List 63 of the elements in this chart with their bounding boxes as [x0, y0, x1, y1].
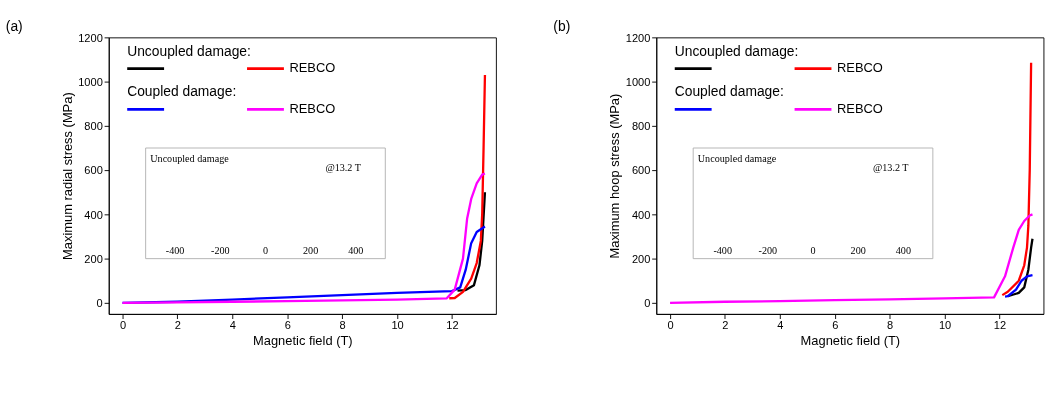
x-tick-label: 8: [887, 319, 894, 332]
y-tick-label: 0: [644, 297, 651, 310]
y-tick-label: 600: [631, 164, 651, 177]
line-series: [1006, 237, 1034, 298]
x-tick-label: 0: [119, 319, 127, 332]
y-tick-label: 200: [84, 252, 103, 265]
y-tick-label: 400: [84, 208, 103, 221]
annotation: 0: [262, 245, 269, 257]
annotation: -200: [211, 245, 230, 257]
x-tick-label: 12: [446, 319, 459, 332]
y-tick-label: 1200: [625, 31, 651, 44]
y-tick-label: 400: [631, 208, 651, 221]
y-tick-label: 0: [96, 297, 103, 310]
x-axis-title: Magnetic field (T): [800, 332, 901, 348]
y-tick-label: 800: [631, 120, 651, 133]
annotation: @13.2 T: [325, 162, 362, 174]
y-tick-label: 1200: [78, 31, 103, 44]
annotation: Coupled damage:: [127, 83, 237, 100]
legend-label: REBCO: [289, 60, 336, 76]
x-tick-label: 0: [667, 319, 674, 332]
x-tick-label: 10: [391, 319, 404, 332]
annotation: -400: [165, 245, 185, 257]
annotation: Coupled damage:: [674, 83, 784, 100]
x-tick-label: 6: [832, 319, 839, 332]
annotation: 0: [810, 245, 816, 257]
line-series: [448, 73, 487, 300]
annotation: 200: [303, 245, 319, 257]
y-tick-label: 600: [84, 164, 103, 177]
annotation: 200: [850, 245, 866, 257]
y-tick-label: 1000: [625, 75, 651, 88]
chart-title: (a): [5, 17, 23, 34]
line-series: [456, 191, 487, 292]
y-axis-title: Maximum radial stress (MPa): [59, 92, 75, 260]
annotation: 400: [348, 245, 364, 257]
x-tick-label: 2: [174, 319, 181, 332]
annotation: -400: [713, 245, 732, 257]
y-axis-title: Maximum hoop stress (MPa): [607, 93, 623, 259]
annotation: Uncoupled damage: [150, 152, 230, 164]
x-tick-label: 6: [284, 319, 291, 332]
annotation: 400: [895, 245, 911, 257]
line-series: [1003, 274, 1034, 298]
legend-label: REBCO: [836, 60, 883, 76]
annotation: -200: [758, 245, 778, 257]
line-series: [121, 172, 487, 305]
x-tick-label: 8: [339, 319, 346, 332]
x-tick-label: 4: [229, 319, 236, 332]
annotation: Uncoupled damage: [697, 152, 777, 164]
annotation: Uncoupled damage:: [127, 42, 251, 59]
annotation: @13.2 T: [872, 162, 910, 174]
legend-label: REBCO: [289, 100, 336, 116]
x-tick-label: 4: [777, 319, 784, 332]
y-tick-label: 1000: [78, 75, 103, 88]
annotation: Uncoupled damage:: [674, 42, 799, 59]
line-series: [1001, 61, 1033, 297]
y-tick-label: 200: [631, 252, 651, 265]
line-series: [668, 213, 1034, 305]
x-axis-title: Magnetic field (T): [253, 332, 353, 348]
y-tick-label: 800: [84, 120, 103, 133]
x-tick-label: 10: [938, 319, 952, 332]
legend-label: REBCO: [836, 100, 883, 116]
x-tick-label: 12: [993, 319, 1007, 332]
x-tick-label: 2: [722, 319, 729, 332]
chart-title: (b): [553, 17, 571, 34]
